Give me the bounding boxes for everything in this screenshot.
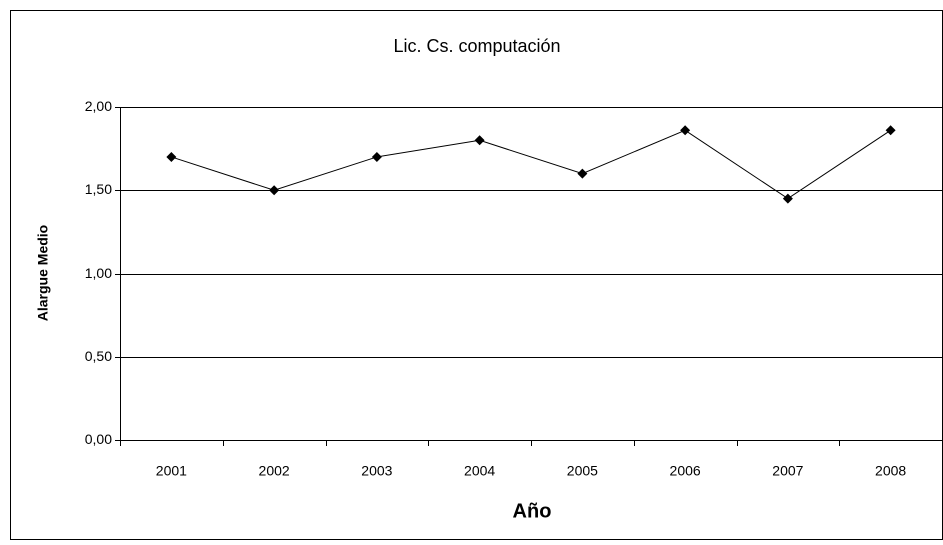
x-tick-label: 2008	[875, 463, 906, 479]
x-tick-label: 2002	[259, 463, 290, 479]
data-point	[885, 125, 896, 136]
data-point	[577, 168, 588, 179]
y-tick-label: 1,50	[85, 181, 112, 197]
data-point	[269, 185, 280, 196]
y-tick-label: 1,00	[85, 265, 112, 281]
x-tick-label: 2005	[567, 463, 598, 479]
data-point	[371, 151, 382, 162]
x-tick-label: 2006	[670, 463, 701, 479]
data-point	[782, 193, 793, 204]
chart-title: Lic. Cs. computación	[393, 36, 560, 56]
x-tick-label: 2001	[156, 463, 187, 479]
x-tick-label: 2003	[361, 463, 392, 479]
y-tick-label: 0,00	[85, 431, 112, 447]
data-point	[166, 151, 177, 162]
data-point	[474, 135, 485, 146]
x-tick-label: 2004	[464, 463, 495, 479]
y-tick-label: 2,00	[85, 98, 112, 114]
data-point	[680, 125, 691, 136]
y-tick-label: 0,50	[85, 348, 112, 364]
x-axis-label: Año	[513, 500, 552, 522]
x-tick-label: 2007	[772, 463, 803, 479]
y-axis-label: Alargue Medio	[35, 225, 51, 321]
series-line	[171, 129, 891, 200]
